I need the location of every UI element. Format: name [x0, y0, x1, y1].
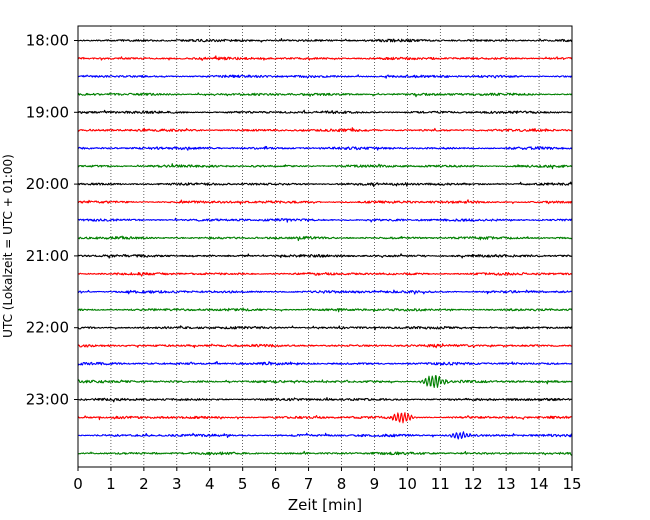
y-tick-label: 22:00 [26, 319, 69, 337]
trace-1930 [77, 145, 573, 151]
trace-1900 [77, 109, 573, 115]
trace-2100 [77, 253, 573, 259]
trace-2300 [77, 397, 573, 403]
x-tick-label: 13 [497, 475, 516, 493]
trace-1815 [77, 55, 573, 61]
y-axis: 18:00 19:00 20:00 21:00 22:00 23:00 [26, 32, 78, 409]
y-tick-label: 23:00 [26, 391, 69, 409]
trace-1845 [77, 92, 573, 98]
trace-2230 [77, 361, 573, 367]
traces-layer [77, 38, 573, 456]
trace-2200 [77, 325, 573, 331]
x-tick-label: 8 [337, 475, 347, 493]
y-axis-label: UTC (Lokalzeit = UTC + 01:00) [1, 154, 15, 338]
x-tick-label: 6 [271, 475, 281, 493]
trace-2000 [77, 181, 573, 188]
trace-2130 [77, 289, 573, 295]
y-tick-label: 18:00 [26, 32, 69, 50]
trace-2215 [77, 343, 573, 349]
y-tick-label: 20:00 [26, 175, 69, 193]
y-tick-label: 19:00 [26, 103, 69, 121]
x-tick-label: 4 [205, 475, 215, 493]
x-tick-label: 3 [172, 475, 182, 493]
trace-2045 [77, 235, 573, 242]
trace-1915 [77, 127, 573, 133]
trace-1800 [77, 38, 573, 43]
x-tick-label: 1 [106, 475, 116, 493]
trace-2315 [77, 412, 573, 424]
trace-2345 [77, 450, 573, 456]
trace-2015 [77, 199, 573, 205]
x-tick-label: 15 [562, 475, 581, 493]
x-tick-label: 14 [530, 475, 549, 493]
trace-2030 [77, 217, 573, 223]
trace-2115 [77, 271, 573, 277]
trace-1830 [77, 74, 573, 79]
x-tick-label: 11 [431, 475, 450, 493]
plot-frame [77, 25, 573, 468]
x-tick-label: 12 [464, 475, 483, 493]
x-tick-label: 7 [304, 475, 314, 493]
x-tick-label: 9 [370, 475, 380, 493]
x-axis: 0 1 2 3 4 5 6 7 8 9 10 11 12 13 14 15 [73, 467, 582, 493]
trace-2145 [77, 307, 573, 313]
trace-2245 [77, 375, 573, 388]
x-tick-label: 0 [73, 475, 83, 493]
x-axis-label: Zeit [min] [288, 496, 362, 514]
y-tick-label: 21:00 [26, 247, 69, 265]
x-tick-label: 5 [238, 475, 248, 493]
x-tick-label: 2 [139, 475, 149, 493]
x-tick-label: 10 [398, 475, 417, 493]
trace-2330 [77, 431, 573, 440]
trace-1945 [77, 163, 573, 170]
